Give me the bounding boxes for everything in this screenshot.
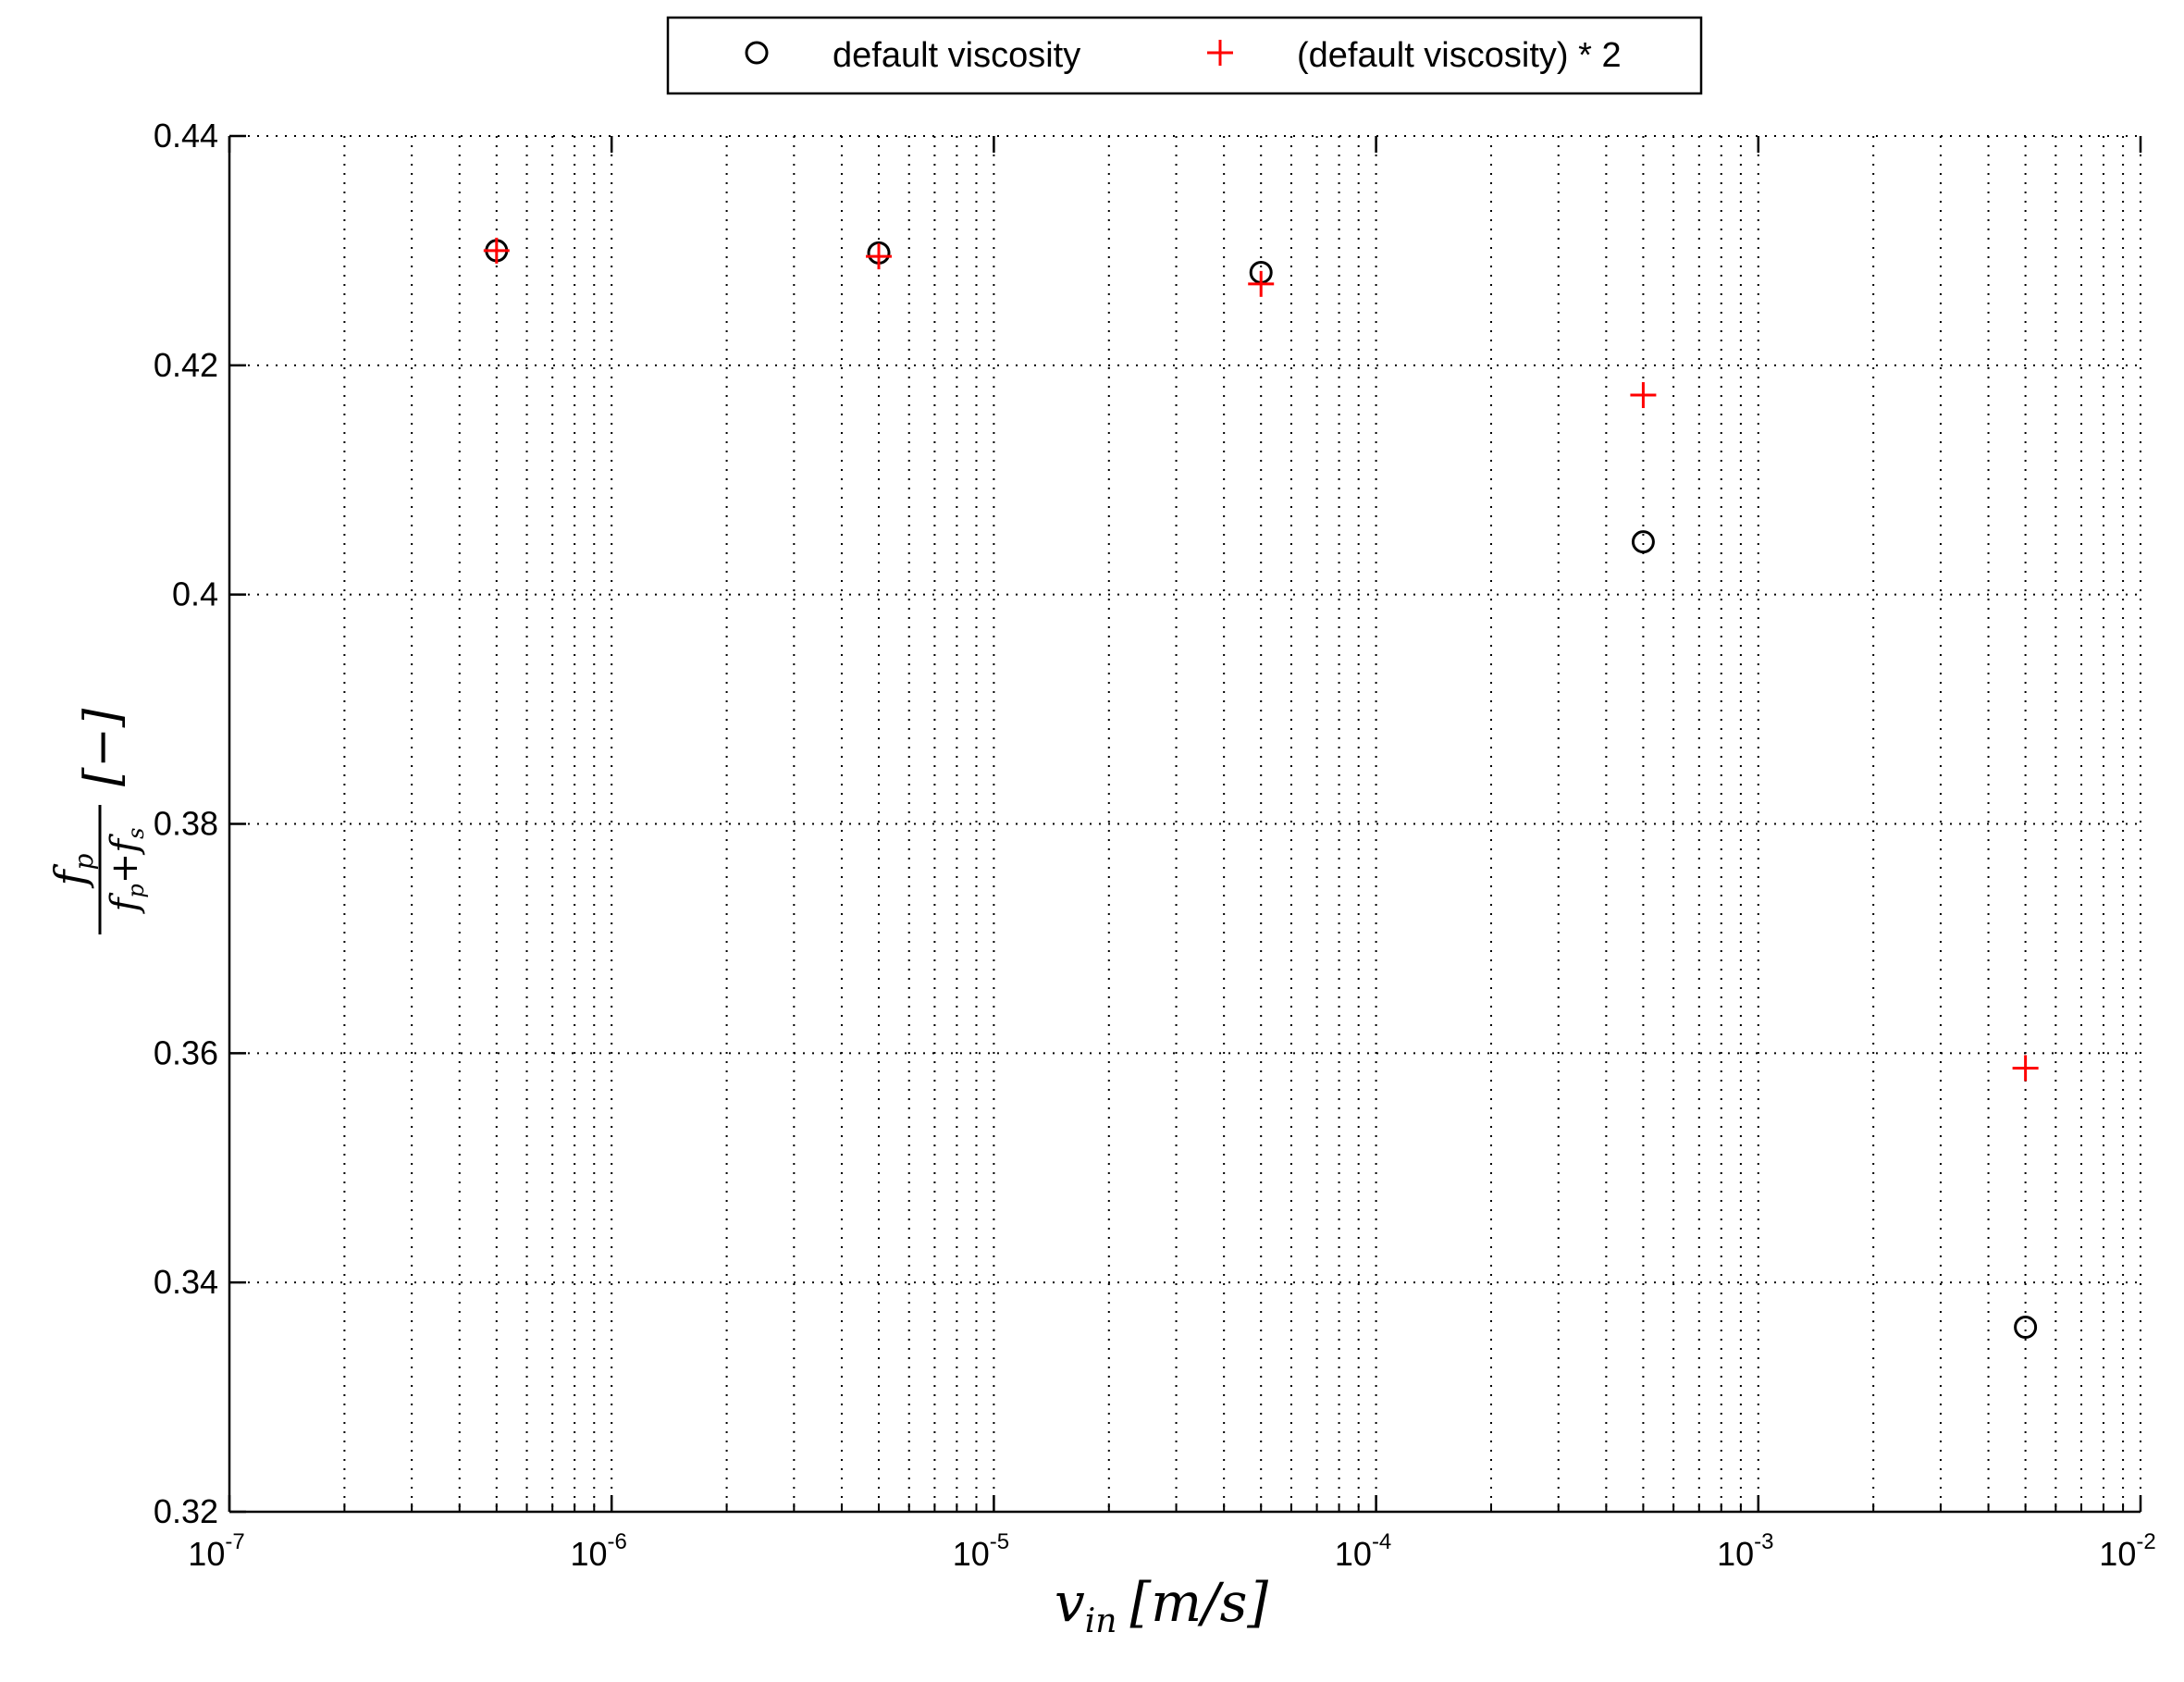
y-tick-label: 0.34 <box>154 1263 218 1301</box>
x-tick-base: 10 <box>2099 1535 2136 1573</box>
x-tick-exponent: -6 <box>608 1529 627 1554</box>
x-axis-label-units: [m/s] <box>1129 1571 1268 1634</box>
y-tick-label: 0.42 <box>154 346 218 384</box>
x-tick-base: 10 <box>953 1535 990 1573</box>
y-tick-label: 0.32 <box>154 1492 218 1530</box>
x-tick-base: 10 <box>571 1535 608 1573</box>
x-axis-label-main: v <box>1055 1571 1085 1634</box>
y-label-numerator: fp <box>45 853 99 888</box>
legend-label-series-2: (default viscosity) * 2 <box>1297 36 1622 75</box>
y-axis-label: fp fp+fs [−] <box>45 708 149 934</box>
x-tick-exponent: -7 <box>225 1529 244 1554</box>
y-tick-label: 0.36 <box>154 1033 218 1071</box>
x-tick-exponent: -2 <box>2136 1529 2155 1554</box>
data-point-circle <box>2014 1315 2038 1339</box>
x-axis-label-sub: in <box>1085 1602 1117 1640</box>
x-tick-base: 10 <box>188 1535 225 1573</box>
data-marks <box>483 237 2039 1339</box>
x-tick-exponent: -4 <box>1372 1529 1391 1554</box>
y-tick-label: 0.38 <box>154 805 218 843</box>
data-point-plus <box>1630 382 1657 409</box>
data-point-plus <box>1248 270 1275 297</box>
legend: default viscosity (default viscosity) * … <box>666 16 1703 95</box>
x-tick-label: 10-5 <box>953 1529 1009 1573</box>
axes <box>228 134 2142 1514</box>
y-label-denominator: fp+fs <box>104 828 149 915</box>
x-tick-base: 10 <box>1335 1535 1372 1573</box>
x-tick-label: 10-6 <box>571 1529 627 1573</box>
x-tick-exponent: -3 <box>1754 1529 1773 1554</box>
data-point-plus <box>483 237 510 264</box>
legend-box <box>666 16 1703 95</box>
x-axis-label: vin [m/s] <box>1055 1571 1268 1640</box>
x-tick-label: 10-2 <box>2099 1529 2155 1573</box>
data-point-circle <box>1631 530 1655 554</box>
data-point-plus <box>866 243 893 270</box>
y-tick-label: 0.44 <box>154 117 218 155</box>
x-tick-label: 10-7 <box>188 1529 244 1573</box>
x-tick-label: 10-3 <box>1717 1529 1773 1573</box>
legend-circle-marker <box>745 41 769 65</box>
x-tick-label: 10-4 <box>1335 1529 1391 1573</box>
y-tick-label: 0.4 <box>172 575 218 613</box>
x-tick-base: 10 <box>1717 1535 1754 1573</box>
x-tick-exponent: -5 <box>990 1529 1009 1554</box>
legend-label-series-1: default viscosity <box>833 36 1080 75</box>
plot-background <box>229 136 2141 1512</box>
legend-plus-marker <box>1207 40 1233 66</box>
y-label-units: [−] <box>75 708 130 786</box>
data-point-plus <box>2012 1055 2039 1082</box>
